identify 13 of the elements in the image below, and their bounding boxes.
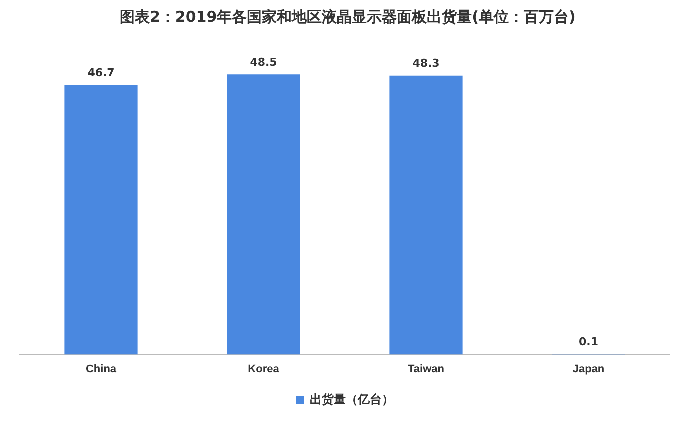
data-label: 48.5 (250, 56, 278, 70)
x-tick-label: China (86, 363, 118, 376)
x-tick-label: Japan (572, 363, 605, 376)
data-label: 48.3 (412, 57, 440, 70)
data-label: 0.1 (579, 336, 598, 349)
bar (64, 85, 138, 355)
x-tick-label: Korea (248, 363, 280, 376)
bar (227, 74, 300, 355)
x-tick-label: Taiwan (408, 363, 445, 376)
bar (390, 76, 463, 355)
data-label: 46.7 (88, 66, 115, 80)
legend-label: 出货量（亿台） (310, 392, 394, 406)
chart-title: 图表2：2019年各国家和地区液晶显示器面板出货量(单位：百万台) (120, 8, 576, 27)
